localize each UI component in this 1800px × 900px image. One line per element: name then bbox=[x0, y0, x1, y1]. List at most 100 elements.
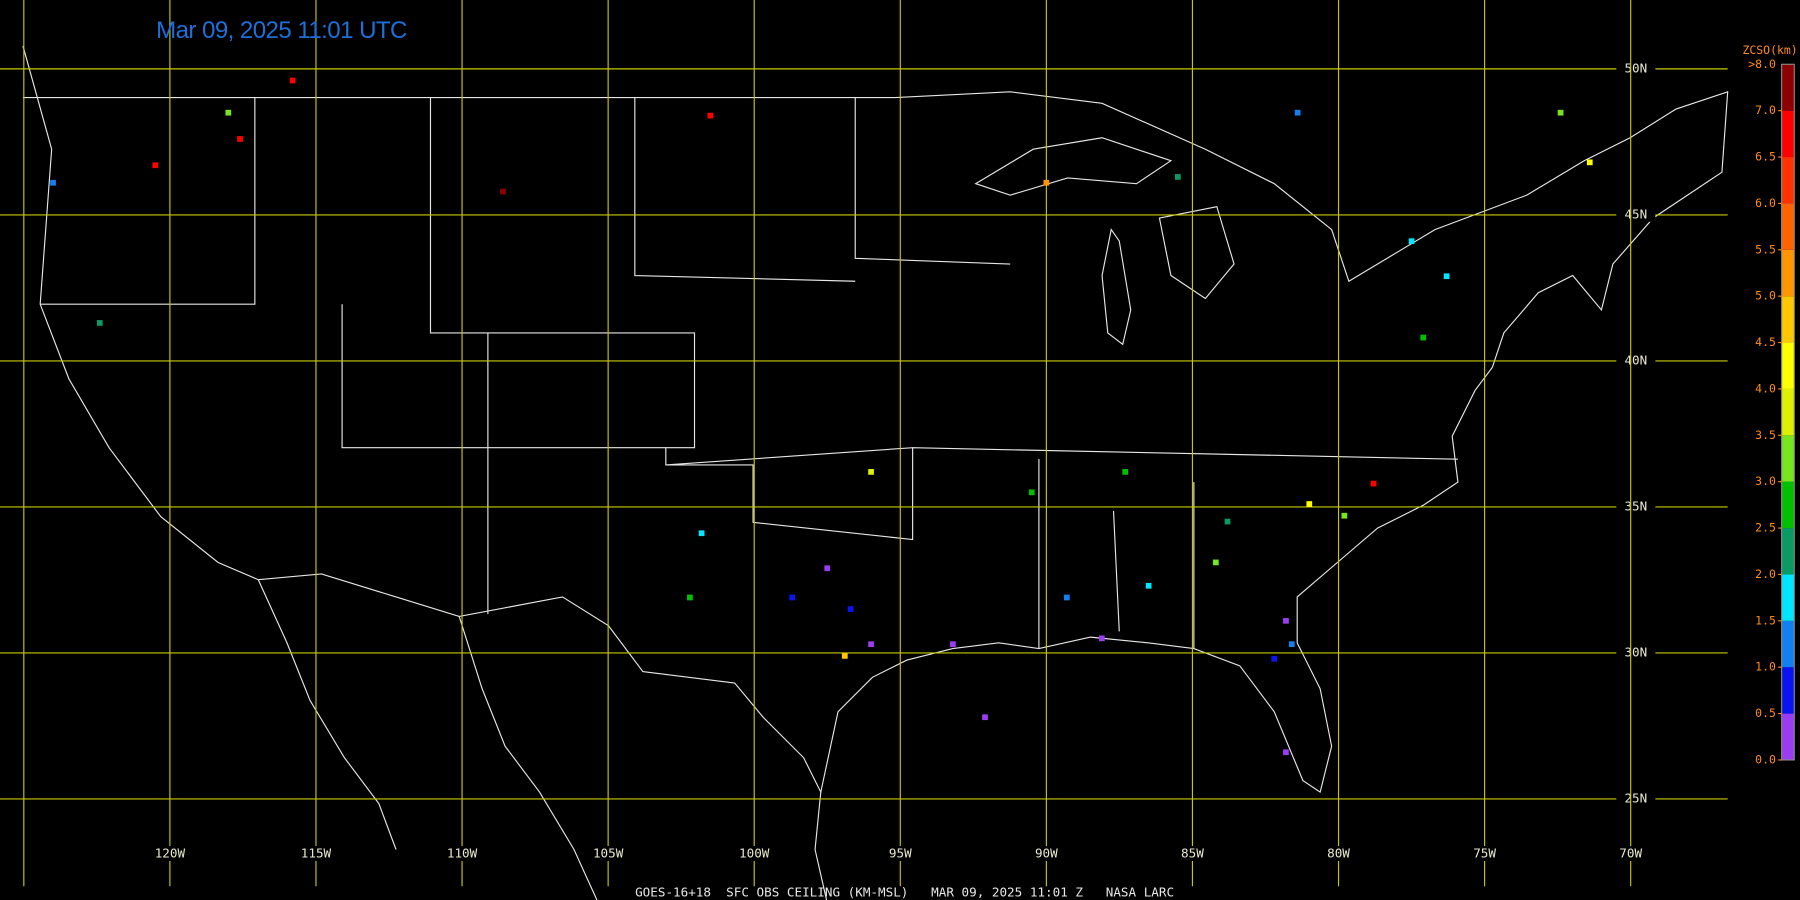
colorbar-frame bbox=[1781, 63, 1795, 761]
latitude-label: 40N bbox=[1624, 352, 1647, 367]
timestamp-title: Mar 09, 2025 11:01 UTC bbox=[156, 17, 407, 44]
colorbar-band bbox=[1781, 203, 1795, 250]
colorbar-band bbox=[1781, 388, 1795, 436]
station-obs bbox=[500, 188, 506, 195]
longitude-label: 120W bbox=[155, 846, 186, 861]
station-obs bbox=[1408, 238, 1415, 245]
station-obs bbox=[868, 469, 874, 475]
longitude-label: 100W bbox=[739, 846, 770, 861]
station-obs bbox=[1294, 109, 1301, 116]
mexico-coast bbox=[257, 579, 828, 900]
station-obs bbox=[1028, 489, 1035, 496]
station-obs bbox=[50, 179, 56, 186]
station-obs bbox=[687, 594, 693, 601]
graticule: 50N 45N 40N 35N 30N 25N 120W 115W 110W 105W 100W 95… bbox=[0, 0, 1728, 887]
station-obs bbox=[868, 641, 874, 648]
station-obs bbox=[1557, 109, 1564, 116]
station-obs bbox=[789, 594, 796, 601]
colorbar-label: 5.5 bbox=[1755, 242, 1776, 256]
longitude-label: 110W bbox=[447, 846, 478, 861]
station-obs bbox=[1370, 480, 1377, 487]
colorbar-label: 6.0 bbox=[1755, 196, 1776, 210]
colorbar-label: 0.5 bbox=[1755, 706, 1776, 720]
label-mask bbox=[1616, 792, 1656, 806]
label-mask bbox=[879, 846, 921, 861]
station-obs bbox=[1271, 655, 1278, 662]
colorbar-band bbox=[1781, 296, 1795, 343]
latitude-label: 35N bbox=[1624, 498, 1647, 513]
colorbar-band bbox=[1781, 620, 1795, 668]
longitude-label: 95W bbox=[889, 846, 912, 861]
label-mask bbox=[1025, 846, 1068, 861]
station-obs bbox=[1283, 617, 1289, 624]
station-obs bbox=[225, 109, 232, 116]
lake-michigan bbox=[1101, 228, 1132, 346]
footer: GOES-16+18 SFC OBS CEILING (KM-MSL) MAR … bbox=[635, 885, 1174, 900]
state-lines bbox=[40, 97, 1458, 649]
station-obs bbox=[1306, 501, 1313, 507]
label-mask bbox=[1463, 846, 1506, 861]
label-mask bbox=[587, 846, 629, 861]
outlines bbox=[22, 45, 1729, 900]
longitude-label: 105W bbox=[593, 846, 624, 861]
longitude-label: 70W bbox=[1619, 846, 1642, 861]
station-obs bbox=[1212, 559, 1219, 566]
colorbar-label: 6.5 bbox=[1755, 150, 1776, 164]
latitude-label: 50N bbox=[1624, 60, 1647, 75]
station-obs bbox=[289, 77, 296, 84]
label-mask bbox=[1616, 646, 1656, 660]
colorbar: 0.0 0.5 1.0 1.5 2.0 2.5 3.0 3.5 4.0 4.5 5.0 5.5 6.0 6… bbox=[1742, 43, 1797, 766]
colorbar-label: 5.0 bbox=[1755, 289, 1776, 303]
station-obs bbox=[1341, 512, 1348, 519]
stations bbox=[50, 77, 1593, 756]
colorbar-band bbox=[1781, 528, 1795, 575]
station-obs bbox=[1043, 179, 1050, 186]
station-obs bbox=[1145, 582, 1152, 589]
latitude-label: 45N bbox=[1624, 206, 1647, 221]
label-mask bbox=[1171, 846, 1214, 861]
latitude-label: 25N bbox=[1624, 790, 1647, 805]
station-obs bbox=[982, 714, 988, 721]
station-obs bbox=[698, 530, 705, 537]
station-obs bbox=[1122, 469, 1129, 475]
colorbar-band bbox=[1781, 249, 1795, 297]
label-mask bbox=[1616, 208, 1656, 222]
longitude-label: 75W bbox=[1473, 846, 1496, 861]
station-obs bbox=[96, 320, 103, 326]
colorbar-band bbox=[1781, 157, 1795, 204]
colorbar-label: 4.0 bbox=[1755, 381, 1776, 395]
colorbar-title: ZCSO(km) bbox=[1742, 43, 1797, 57]
label-mask bbox=[149, 846, 191, 861]
station-obs bbox=[847, 606, 854, 613]
station-obs bbox=[237, 136, 243, 142]
longitude-label: 80W bbox=[1327, 846, 1350, 861]
station-obs bbox=[1443, 273, 1450, 280]
latitude-label: 30N bbox=[1624, 644, 1647, 659]
longitude-label: 115W bbox=[301, 846, 332, 861]
label-mask bbox=[1616, 61, 1656, 76]
label-mask bbox=[733, 846, 775, 861]
colorbar-label: 7.0 bbox=[1755, 103, 1776, 117]
label-mask bbox=[1317, 846, 1360, 861]
longitude-label: 85W bbox=[1181, 846, 1204, 861]
colorbar-band bbox=[1781, 667, 1795, 714]
station-obs bbox=[707, 112, 714, 119]
lake-superior bbox=[974, 137, 1173, 196]
colorbar-band bbox=[1781, 435, 1795, 482]
colorbar-band bbox=[1781, 110, 1795, 158]
station-obs bbox=[1283, 749, 1289, 756]
label-mask bbox=[295, 846, 337, 861]
colorbar-band bbox=[1781, 574, 1795, 621]
colorbar-band bbox=[1781, 64, 1795, 111]
colorbar-label: 3.5 bbox=[1755, 428, 1776, 442]
colorbar-band bbox=[1781, 342, 1795, 389]
us-outline bbox=[22, 45, 1729, 794]
colorbar-label: 1.0 bbox=[1755, 660, 1776, 674]
station-obs bbox=[1224, 518, 1231, 525]
colorbar-label: 3.0 bbox=[1755, 474, 1776, 488]
colorbar-band bbox=[1781, 713, 1795, 760]
longitude-label: 90W bbox=[1035, 846, 1058, 861]
colorbar-band bbox=[1781, 481, 1795, 529]
label-mask bbox=[441, 846, 483, 861]
